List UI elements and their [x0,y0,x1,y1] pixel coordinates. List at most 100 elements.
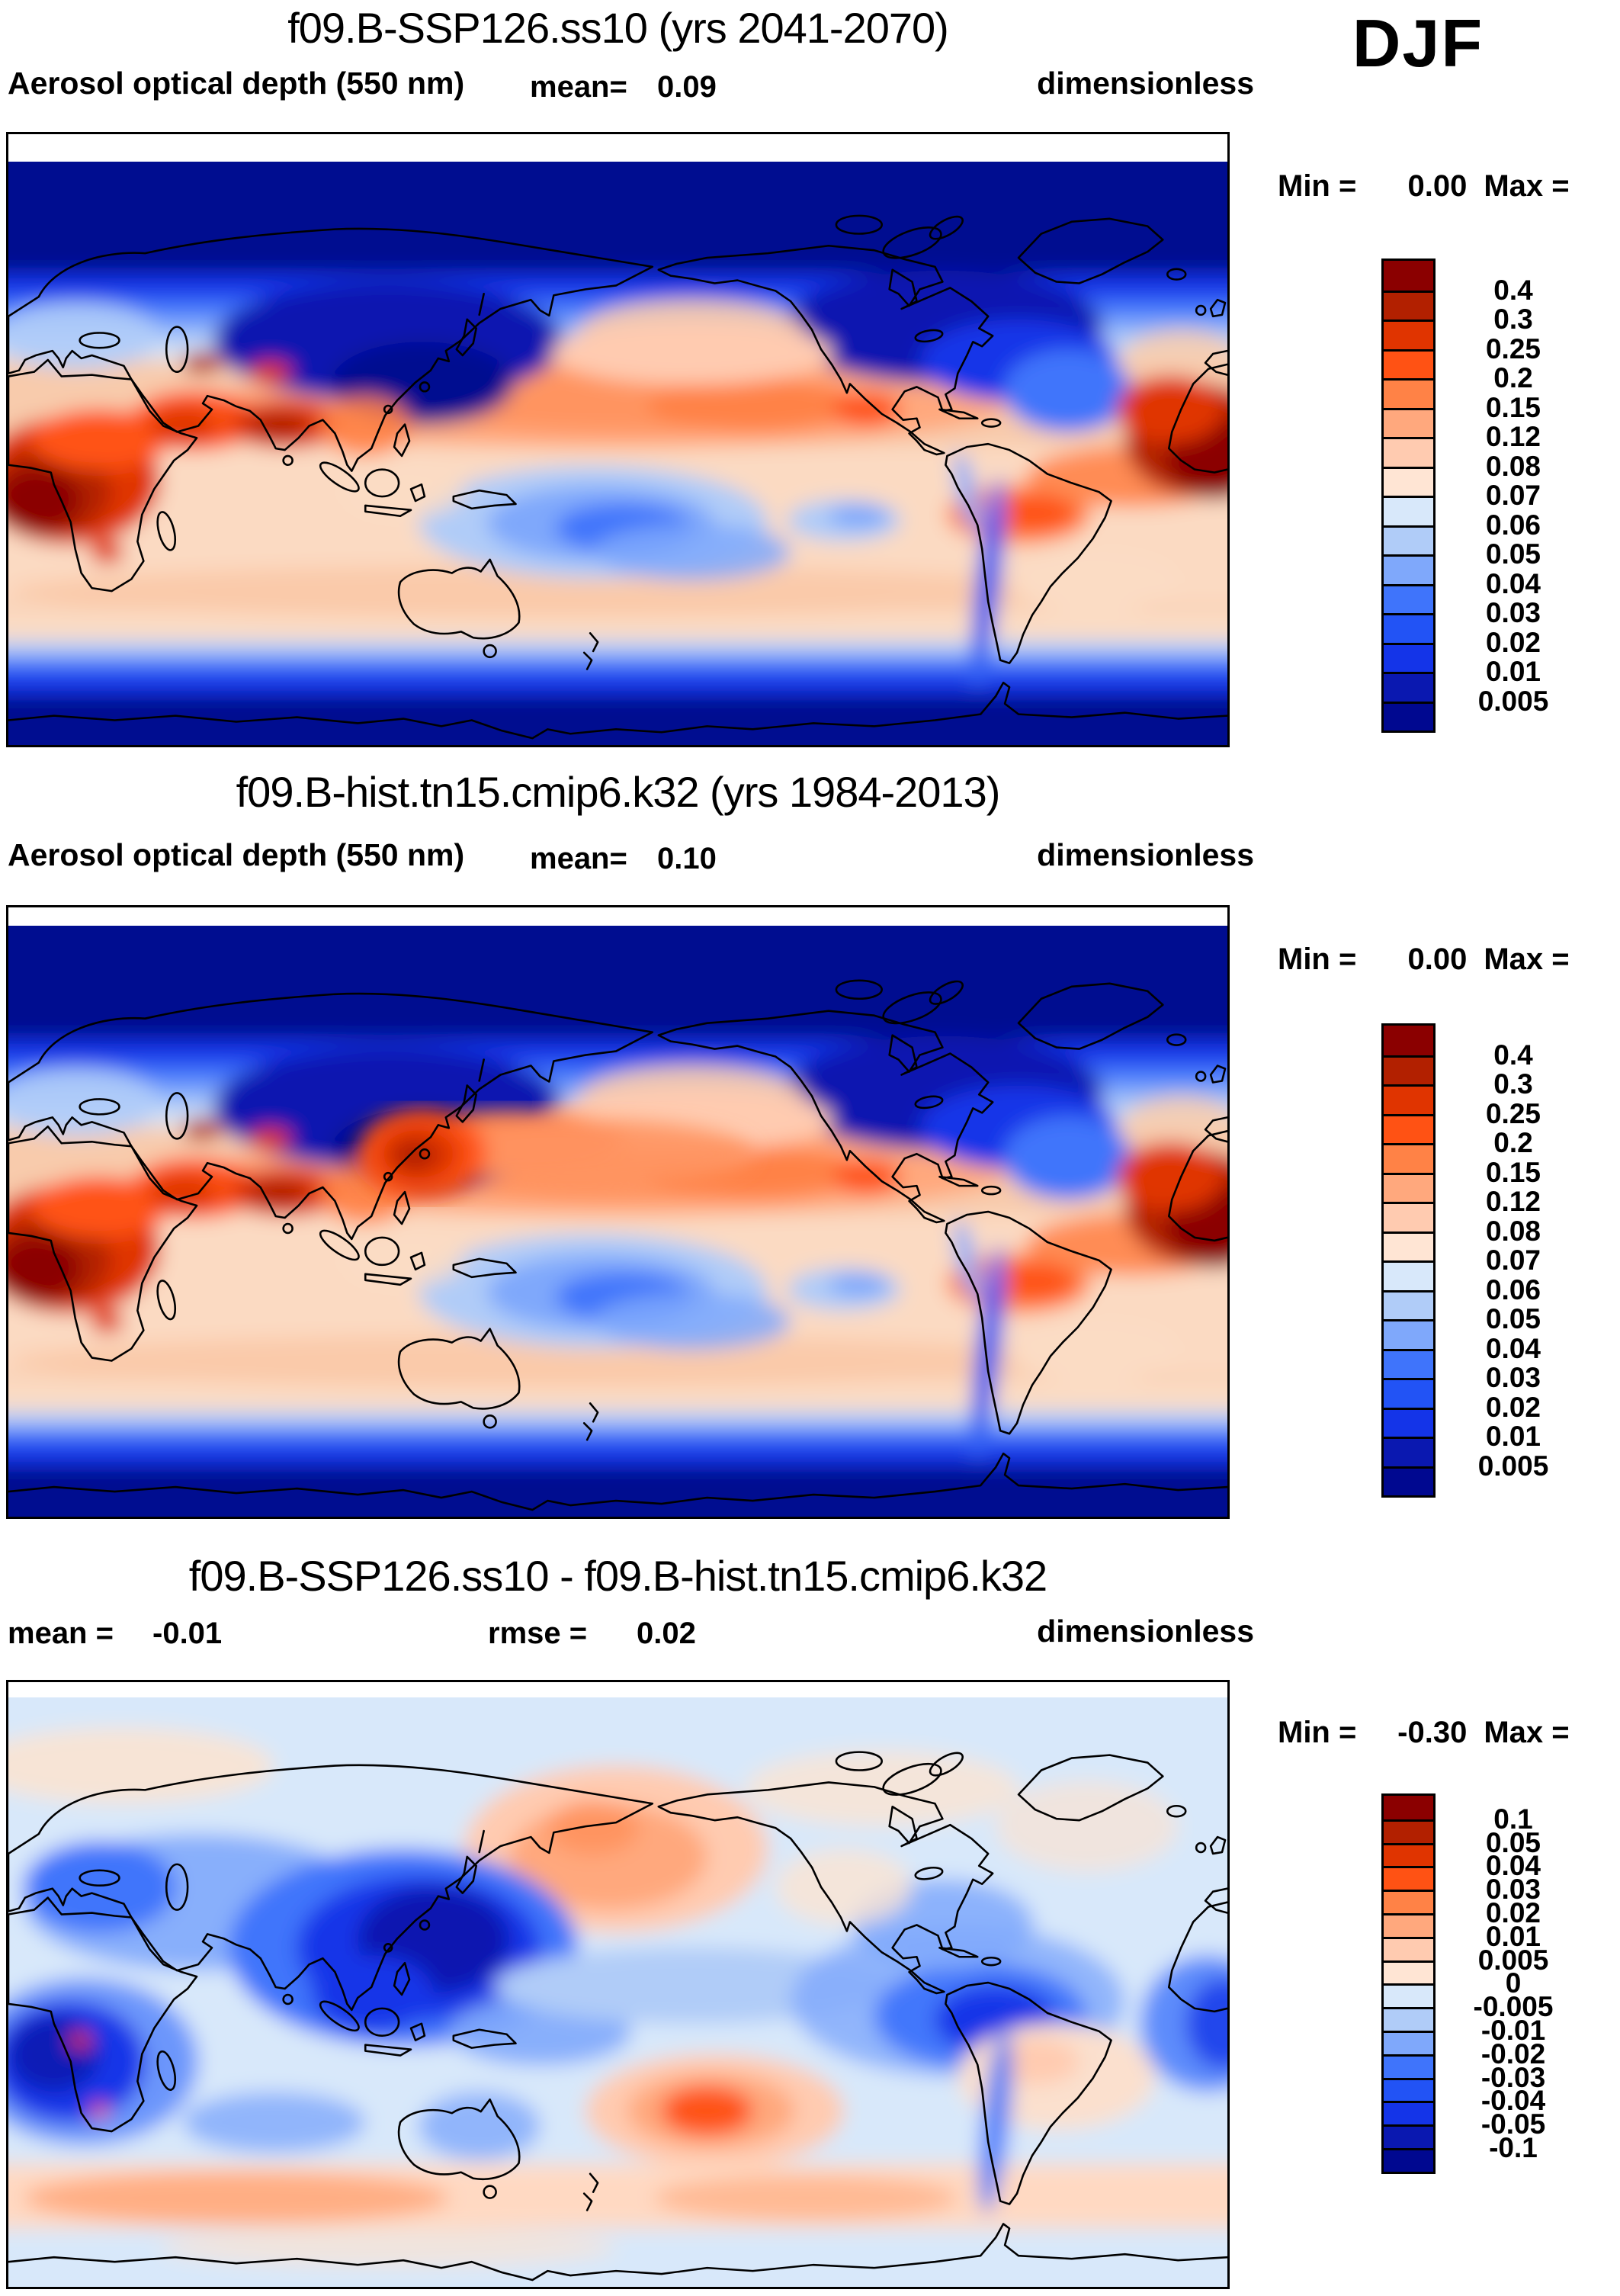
colorbar-cell [1384,1231,1433,1260]
colorbar-tick-label: 0 [1505,1967,1522,1999]
colorbar-cell [1384,348,1433,378]
min-value: 0.00 [1407,169,1468,203]
colorbar-tick-label: 0.4 [1493,274,1533,306]
colorbar-tick-label: 0.06 [1485,509,1541,541]
colorbar-cell [1384,1912,1433,1937]
panel-b-title: f09.B-hist.tn15.cmip6.k32 (yrs 1984-2013… [236,768,1001,816]
colorbar-cell [1384,2030,1433,2054]
colorbar-tick-label: 0.2 [1493,1127,1533,1158]
colorbar-cell [1384,1890,1433,1913]
colorbar-cell [1384,320,1433,349]
colorbar-cell [1384,613,1433,643]
colorbar-column [1381,1793,1436,2174]
colorbar-cell [1384,2124,1433,2148]
min-label: Min = [1278,169,1357,203]
panel-c-mean-label: mean = [8,1617,114,1650]
colorbar-cell [1384,1084,1433,1114]
colorbar-cell [1384,1348,1433,1378]
colorbar-cell [1384,1842,1433,1867]
min-value: 0.00 [1407,942,1468,976]
colorbar-tick-label: 0.3 [1493,1068,1533,1100]
min-label: Min = [1278,942,1357,976]
max-value: 1.10 [1570,169,1620,204]
colorbar-cell [1384,1819,1433,1843]
colorbar-cell [1384,407,1433,437]
max-value: 0.11 [1570,1716,1620,1750]
map-panel-c [8,1697,1227,2287]
colorbar-tick-label: -0.01 [1480,2015,1546,2046]
colorbar-cell [1384,2007,1433,2031]
colorbar-cell [1384,2077,1433,2102]
colorbar-tick-label: 0.06 [1485,1273,1541,1305]
colorbar-cell [1384,1407,1433,1437]
colorbar-cell [1384,2147,1433,2172]
colorbar-cell [1384,437,1433,467]
map-panel-b [8,926,1227,1517]
colorbar-cell [1384,701,1433,731]
colorbar-tick-label: 0.01 [1485,1421,1541,1452]
colorbar-cell [1384,642,1433,672]
colorbar-tick-label: -0.03 [1480,2061,1546,2093]
colorbar-cell [1384,1319,1433,1349]
colorbar-cell [1384,1202,1433,1231]
max-label: Max = [1484,942,1570,976]
panel-a-minmax: Min = 0.00 Max = 1.10 [1278,169,1620,204]
colorbar-tick-label: 0.08 [1485,1215,1541,1247]
colorbar-tick-label: 0.01 [1485,656,1541,687]
colorbar-tick-label: 0.08 [1485,450,1541,482]
panel-a-title: f09.B-SSP126.ss10 (yrs 2041-2070) [287,4,949,52]
colorbar-tick-label: 0.25 [1485,1097,1541,1129]
colorbar-cell [1384,1113,1433,1143]
colorbar-cell [1384,466,1433,496]
panel-c-mean-value: -0.01 [152,1617,223,1650]
colorbar-tick-label: 0.04 [1485,567,1541,599]
colorbar-tick-label: -0.1 [1489,2132,1538,2163]
colorbar-tick-label: 0.07 [1485,480,1541,511]
colorbar-tick-label: -0.005 [1473,1991,1554,2023]
colorbar-cell [1384,1055,1433,1084]
map-panel-a-frame [6,132,1230,747]
panel-a-units: dimensionless [1037,66,1254,101]
colorbar-cell [1384,1378,1433,1408]
colorbar-cell [1384,554,1433,584]
colorbar-cell [1384,1960,1433,1984]
colorbar-tick-label: 0.005 [1477,685,1549,717]
panel-c-rmse-label: rmse = [488,1617,588,1650]
colorbar-tick-label: 0.4 [1493,1039,1533,1071]
colorbar-tick-label: -0.02 [1480,2037,1546,2070]
colorbar-cell [1384,2054,1433,2078]
colorbar-column [1381,259,1436,733]
colorbar-tick-label: 0.005 [1477,1944,1549,1976]
colorbar-cell [1384,1983,1433,2008]
colorbar-tick-label: 0.04 [1485,1332,1541,1364]
panel-b-units: dimensionless [1037,837,1254,872]
colorbar-cell [1384,1143,1433,1173]
colorbar-tick-label: 0.01 [1485,1920,1541,1952]
colorbar-panel-b: 0.4 0.3 0.25 0.2 0.15 0.12 0.08 0.07 0.06 0.05 0.0… [1381,1023,1548,1498]
colorbar-cell [1384,525,1433,554]
panel-a-mean-label: mean= [530,70,627,104]
panel-b-mean-label: mean= [530,842,627,875]
colorbar-cell [1384,2101,1433,2125]
colorbar-tick-label: 0.04 [1485,1850,1541,1882]
map-panel-b-frame [6,905,1230,1519]
colorbar-cell [1384,583,1433,613]
colorbar-tick-label: 0.15 [1485,1156,1541,1188]
colorbar-tick-label: 0.03 [1485,1362,1541,1393]
colorbar-cell [1384,1260,1433,1290]
colorbar-cell [1384,261,1433,291]
colorbar-cell [1384,1796,1433,1819]
colorbar-cell [1384,1172,1433,1202]
colorbar-cell [1384,1866,1433,1890]
panel-c-units: dimensionless [1037,1614,1254,1649]
panel-b-variable-label: Aerosol optical depth (550 nm) [8,837,465,872]
panel-c-minmax: Min = -0.30 Max = 0.11 [1278,1716,1620,1750]
panel-b-mean-value: 0.10 [657,842,717,875]
colorbar-column [1381,1023,1436,1498]
season-label: DJF [1352,5,1484,81]
colorbar-tick-label: 0.2 [1493,362,1533,393]
colorbar-tick-label: 0.02 [1485,626,1541,658]
max-value: 1.37 [1570,942,1620,977]
colorbar-tick-label: 0.1 [1493,1803,1533,1835]
